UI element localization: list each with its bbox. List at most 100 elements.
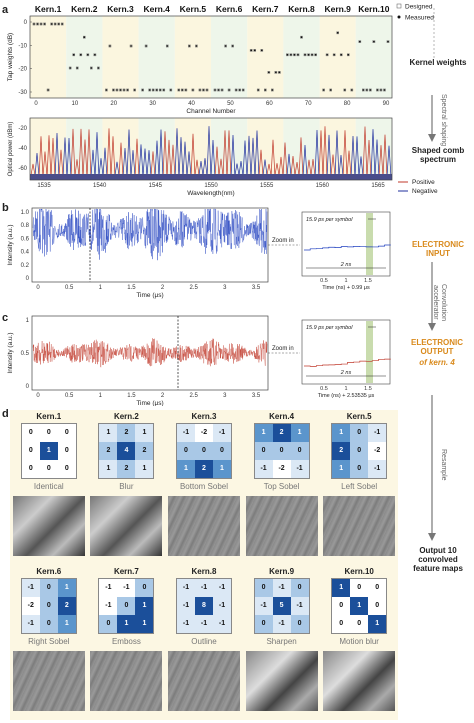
comb-line — [198, 160, 204, 175]
kernel-cell: 0 — [99, 615, 118, 633]
comb-line — [82, 139, 88, 175]
measured-point — [141, 89, 144, 91]
kernel-cell: 1 — [368, 615, 387, 633]
kernel-cell: 1 — [332, 579, 351, 597]
label-resample: Resample — [440, 449, 447, 481]
designed-point — [148, 88, 151, 92]
comb-line — [62, 137, 68, 175]
kernel-band — [211, 118, 248, 180]
designed-point — [379, 88, 383, 92]
designed-point — [267, 71, 271, 74]
measured-point — [250, 49, 253, 52]
y-tick-label: 0 — [26, 276, 30, 282]
measured-point — [333, 53, 336, 56]
designed-point — [322, 88, 325, 92]
comb-line — [214, 146, 220, 175]
comb-line — [86, 129, 92, 175]
zoom-label: Zoom in — [272, 238, 294, 244]
label-spectral-shaping: Spectral shaping — [440, 93, 447, 147]
panel-d-letter: d — [2, 408, 9, 420]
kernel-card: Kern.6 -1 0 1 -2 0 2 -1 0 1 Right Sobel — [12, 567, 86, 717]
comb-line — [382, 134, 388, 175]
designed-point — [293, 53, 296, 57]
y-tick-label: 0.6 — [21, 236, 30, 242]
designed-point — [32, 22, 36, 26]
inset-x-tick: 1 — [344, 278, 347, 284]
comb-line — [370, 129, 376, 175]
kernel-cell: 2 — [135, 442, 154, 460]
feature-map-image — [323, 651, 396, 711]
kernel-cell: 1 — [135, 424, 154, 442]
kernel-cell: 0 — [39, 424, 58, 442]
feature-map-image — [90, 496, 163, 556]
legend-negative: Negative — [412, 188, 438, 195]
measured-point — [188, 45, 191, 47]
plot-frame — [29, 15, 393, 99]
measured-point — [57, 23, 60, 25]
kernel-band — [211, 16, 248, 98]
comb-line — [246, 135, 252, 175]
designed-point — [126, 88, 129, 92]
measured-point — [130, 45, 132, 47]
kernel-cell: -2 — [272, 460, 291, 478]
designed-point — [205, 88, 209, 92]
comb-line — [290, 156, 296, 175]
x-tick-label: 1555 — [260, 183, 274, 189]
comb-line — [338, 155, 344, 175]
panel-c-letter: c — [2, 312, 9, 324]
measured-point — [350, 89, 353, 91]
measured-point — [206, 89, 208, 91]
kernel-title: Kern.2 — [113, 412, 139, 421]
comb-line — [102, 147, 108, 175]
x-tick-label: 40 — [188, 101, 195, 107]
designed-point — [129, 44, 133, 48]
designed-point — [383, 88, 386, 92]
feature-map-image — [167, 651, 240, 711]
comb-line — [350, 136, 356, 175]
designed-point — [165, 44, 169, 48]
measured-point — [195, 45, 198, 47]
measured-point — [307, 53, 310, 56]
label-kernel-weights: Kernel weights — [409, 58, 467, 67]
comb-line — [366, 139, 372, 175]
measured-point — [358, 40, 361, 43]
designed-point — [369, 88, 372, 92]
comb-line — [46, 135, 52, 175]
comb-line — [42, 151, 48, 175]
kernel-cell: 0 — [117, 597, 136, 615]
y-tick-label: -10 — [18, 43, 27, 49]
designed-point — [82, 35, 86, 39]
label-shaped-comb: Shaped comb spectrum — [411, 146, 465, 165]
kernel-card: Kern.8 -1 -1 -1 -1 8 -1 -1 -1 -1 Outline — [167, 567, 241, 717]
kernel-title: Kern.1 — [36, 412, 62, 421]
designed-point — [325, 53, 329, 57]
x-axis-label: Channel Number — [186, 108, 236, 115]
noise-floor — [30, 174, 392, 180]
kernel-cell: -1 — [21, 579, 40, 597]
comb-line — [326, 134, 332, 175]
measured-point — [235, 89, 238, 91]
designed-point — [36, 22, 39, 26]
measured-point — [86, 53, 89, 56]
designed-point — [43, 22, 46, 26]
y-axis-label: Tap weights (dB) — [7, 33, 14, 81]
designed-point — [310, 53, 314, 57]
comb-line — [262, 159, 268, 175]
kernel-title: Kern.4 — [269, 412, 295, 421]
kernel-title: Kern.6 — [36, 567, 62, 576]
signal-trace — [32, 338, 268, 368]
kernel-cell: 2 — [117, 460, 136, 478]
kernel-name: Right Sobel — [28, 637, 70, 646]
kernel-cell: 0 — [332, 597, 351, 615]
x-axis-label: Time (μs) — [136, 292, 163, 299]
kernel-cell: 0 — [350, 442, 369, 460]
measured-point — [43, 23, 46, 25]
designed-point — [346, 53, 350, 57]
comb-line — [186, 151, 192, 175]
kernel-cell: -1 — [212, 597, 231, 615]
kernel-band — [66, 16, 103, 98]
legend-designed: Designed — [405, 4, 433, 11]
comb-line — [74, 159, 80, 175]
kernel-cell: -1 — [176, 579, 195, 597]
